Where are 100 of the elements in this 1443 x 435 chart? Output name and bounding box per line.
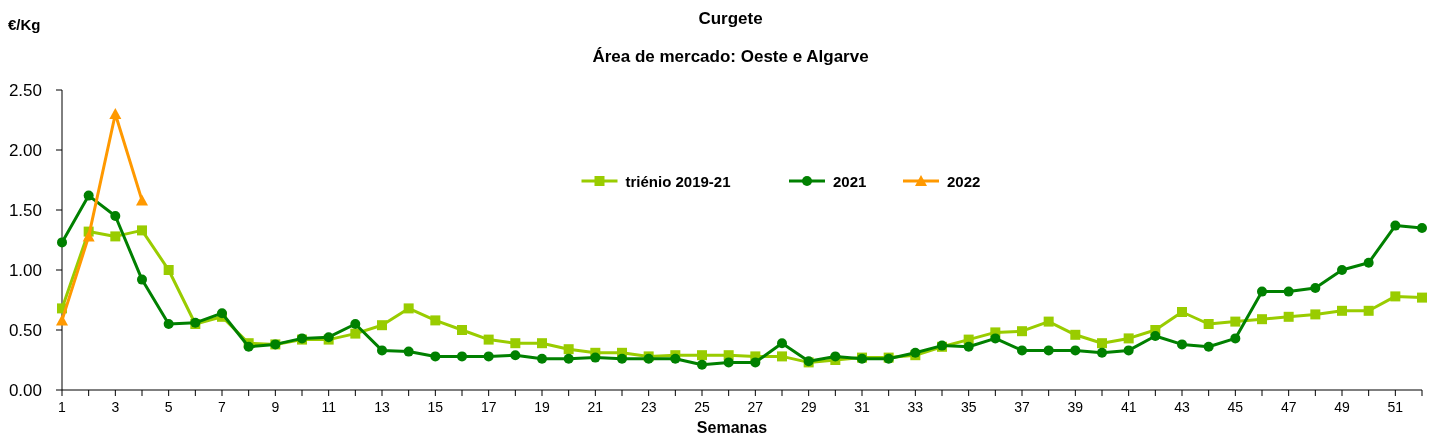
point (1257, 286, 1267, 297)
point (590, 352, 601, 363)
x-tick-label: 27 (747, 399, 764, 415)
point (697, 359, 707, 370)
point (1283, 311, 1294, 322)
x-tick-label: 13 (374, 399, 390, 415)
point (777, 338, 787, 349)
point (110, 231, 121, 242)
point (377, 345, 387, 356)
point (1363, 305, 1374, 316)
y-tick-label: 2.00 (8, 141, 42, 160)
y-tick-label: 2.50 (8, 81, 42, 100)
point (350, 328, 361, 339)
x-tick-label: 33 (907, 399, 924, 415)
point (1230, 333, 1241, 344)
point (1177, 307, 1187, 317)
point (56, 314, 68, 326)
point (1310, 309, 1321, 320)
point (617, 353, 627, 364)
point (1097, 347, 1107, 358)
y-axis-title: €/Kg (8, 16, 41, 33)
x-tick-label: 49 (1334, 399, 1350, 415)
point (1043, 345, 1054, 356)
x-tick-label: 35 (960, 399, 977, 415)
point (1043, 316, 1054, 327)
y-tick-label: 0.00 (8, 381, 42, 400)
point (1177, 339, 1187, 350)
point (1070, 329, 1081, 340)
point (750, 357, 761, 368)
x-tick-label: 43 (1174, 399, 1190, 415)
x-tick-label: 31 (854, 399, 870, 415)
x-tick-label: 39 (1067, 399, 1084, 415)
point (57, 237, 67, 248)
point (483, 334, 494, 345)
point (1337, 265, 1347, 275)
point (1230, 316, 1241, 327)
point (483, 351, 494, 362)
x-tick-label: 1 (58, 399, 67, 415)
point (697, 350, 707, 361)
point (1123, 333, 1134, 344)
point (350, 319, 361, 329)
point (510, 350, 521, 361)
x-tick-label: 23 (640, 399, 657, 415)
point (1283, 286, 1294, 297)
point (510, 338, 521, 349)
x-tick-label: 37 (1014, 399, 1030, 415)
point (963, 341, 974, 352)
point (1337, 305, 1347, 316)
x-tick-label: 5 (164, 399, 173, 415)
point (1363, 257, 1374, 268)
point (1097, 338, 1107, 349)
point (830, 351, 841, 362)
point (403, 303, 414, 314)
point (537, 353, 547, 364)
x-tick-label: 45 (1227, 399, 1244, 415)
x-tick-label: 25 (694, 399, 710, 415)
x-tick-label: 9 (271, 399, 280, 415)
point (1203, 341, 1214, 352)
point (430, 351, 441, 362)
y-tick-label: 0.50 (8, 321, 42, 340)
legend-label: triénio 2019-21 (625, 173, 731, 190)
point (1390, 220, 1401, 231)
point (1310, 283, 1321, 293)
x-tick-label: 51 (1387, 399, 1404, 415)
y-tick-label: 1.50 (8, 201, 42, 220)
point (1150, 331, 1161, 341)
point (109, 108, 122, 119)
x-tick-label: 3 (111, 399, 120, 415)
point (163, 265, 174, 275)
point (377, 320, 387, 331)
point (563, 344, 574, 355)
point (403, 346, 414, 357)
point (457, 351, 467, 362)
point (137, 274, 147, 285)
point (110, 211, 121, 221)
point (1203, 319, 1214, 329)
legend-label: 2022 (947, 173, 981, 190)
point (1123, 345, 1134, 356)
point (1417, 223, 1427, 233)
legend-label: 2021 (833, 173, 867, 190)
x-tick-label: 41 (1120, 399, 1137, 415)
point (563, 353, 574, 364)
point (1017, 326, 1027, 337)
x-tick-label: 7 (218, 399, 227, 415)
point (1417, 292, 1427, 303)
point (990, 333, 1001, 344)
point (83, 190, 94, 201)
point (1257, 314, 1267, 325)
point (430, 315, 441, 326)
point (537, 338, 547, 349)
point (723, 357, 734, 368)
chart-subtitle: Área de mercado: Oeste e Algarve (592, 47, 869, 66)
point (82, 230, 95, 242)
point (457, 325, 467, 335)
x-tick-label: 15 (427, 399, 444, 415)
point (1070, 345, 1081, 356)
x-tick-label: 17 (480, 399, 497, 415)
point (137, 225, 147, 236)
point (1390, 291, 1401, 302)
point (163, 319, 174, 329)
